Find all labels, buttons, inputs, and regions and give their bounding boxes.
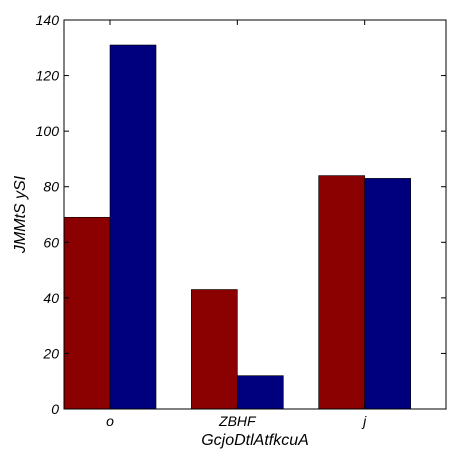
y-tick-label: 60 — [43, 234, 59, 250]
bar-o-series-2 — [110, 45, 156, 409]
y-tick-label: 80 — [43, 179, 59, 195]
x-tick-label: o — [106, 413, 114, 429]
bar-ZBHF-series-2 — [237, 376, 283, 409]
y-tick-label: 0 — [51, 401, 59, 417]
y-tick-label: 20 — [42, 345, 59, 361]
x-axis-label: GcjoDtlAtfkcuA — [201, 432, 309, 449]
y-axis-label: JMMtS ySI — [12, 175, 29, 254]
y-tick-label: 120 — [36, 68, 60, 84]
y-tick-label: 40 — [43, 290, 59, 306]
y-tick-label: 100 — [36, 123, 60, 139]
bar-j-series-1 — [319, 176, 365, 409]
y-tick-label: 140 — [36, 12, 60, 28]
bar-ZBHF-series-1 — [191, 290, 237, 409]
x-tick-label: ZBHF — [218, 413, 257, 429]
bar-j-series-2 — [365, 178, 411, 409]
bar-o-series-1 — [64, 217, 110, 409]
